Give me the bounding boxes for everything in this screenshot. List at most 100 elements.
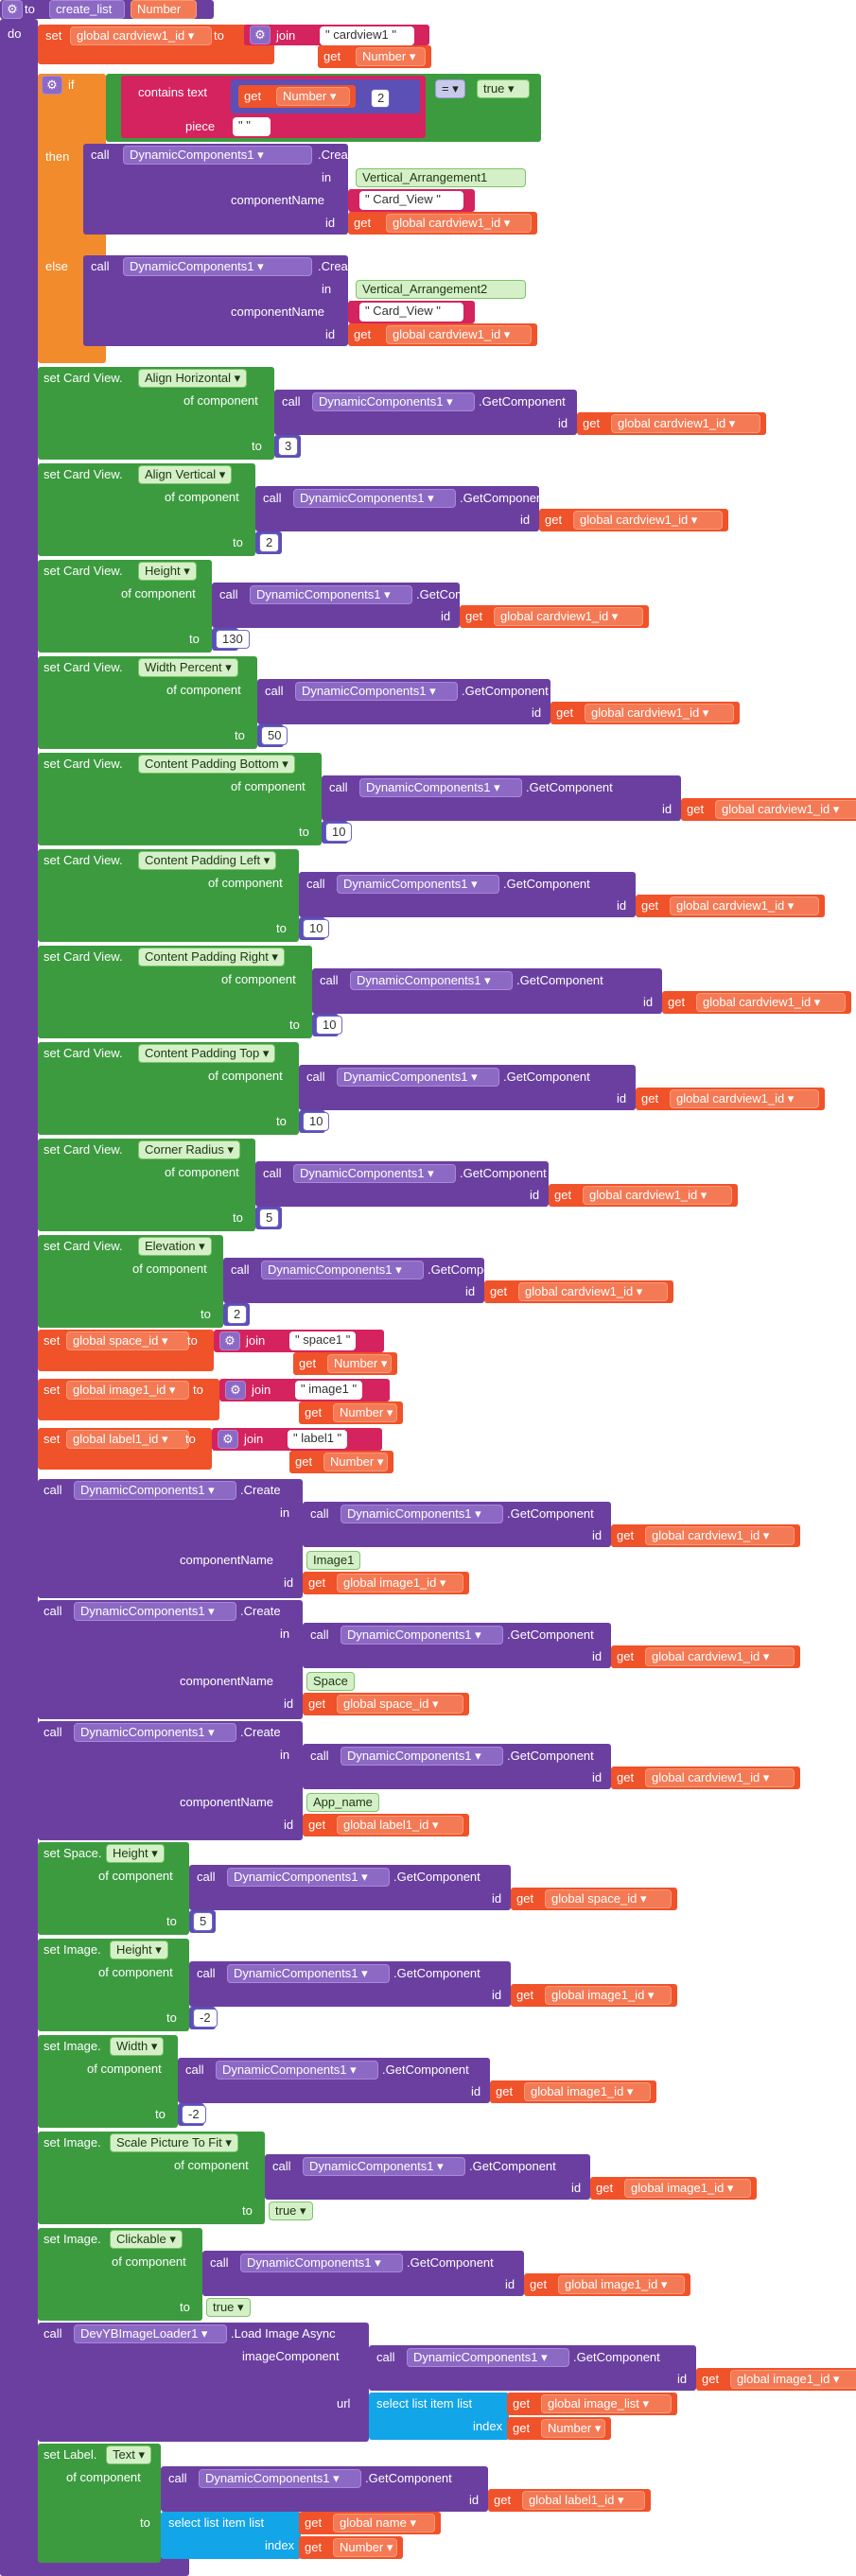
number-literal[interactable]: 2 — [371, 89, 390, 108]
variable-name-field[interactable]: global image1_id ▾ — [730, 2370, 856, 2389]
dropdown-arrow-icon[interactable]: ▾ — [383, 2540, 393, 2554]
dropdown-arrow-icon[interactable]: ▾ — [223, 1142, 234, 1157]
dropdown-arrow-icon[interactable]: ▾ — [688, 513, 698, 527]
dropdown-arrow-icon[interactable]: ▾ — [216, 467, 226, 481]
procedure-body[interactable] — [0, 19, 38, 2576]
dropdown-arrow-icon[interactable]: ▾ — [760, 1649, 770, 1663]
dropdown-arrow-icon[interactable]: ▾ — [158, 1432, 168, 1446]
variable-name-field[interactable]: Number ▾ — [541, 2419, 605, 2438]
variable-name-field[interactable]: global image1_id ▾ — [337, 1574, 463, 1593]
dropdown-arrow-icon[interactable]: ▾ — [537, 2350, 548, 2364]
dropdown-arrow-icon[interactable]: ▾ — [195, 1239, 205, 1253]
component-dropdown[interactable]: DynamicComponents1 ▾ — [240, 2254, 403, 2272]
property-dropdown[interactable]: Align Horizontal ▾ — [138, 369, 248, 388]
dropdown-arrow-icon[interactable]: ▾ — [428, 1818, 439, 1832]
dropdown-arrow-icon[interactable]: ▾ — [500, 216, 511, 230]
dropdown-arrow-icon[interactable]: ▾ — [358, 1870, 368, 1884]
dropdown-arrow-icon[interactable]: ▾ — [329, 2471, 340, 2485]
arrangement-component-block[interactable]: Vertical_Arrangement1 — [356, 168, 526, 187]
text-literal[interactable]: " space1 " — [289, 1332, 357, 1350]
dropdown-arrow-icon[interactable]: ▾ — [724, 2181, 734, 2195]
property-dropdown[interactable]: Content Padding Top ▾ — [138, 1044, 276, 1063]
number-literal[interactable]: 10 — [303, 919, 330, 938]
component-dropdown[interactable]: DynamicComponents1 ▾ — [293, 489, 456, 508]
component-dropdown[interactable]: DynamicComponents1 ▾ — [295, 682, 458, 701]
property-dropdown[interactable]: Clickable ▾ — [110, 2230, 183, 2249]
variable-name-field[interactable]: Number ▾ — [327, 1354, 392, 1373]
dropdown-arrow-icon[interactable]: ▾ — [608, 609, 619, 623]
dropdown-arrow-icon[interactable]: ▾ — [374, 1454, 384, 1469]
property-dropdown[interactable]: Content Padding Bottom ▾ — [138, 755, 295, 774]
dropdown-arrow-icon[interactable]: ▾ — [623, 2084, 634, 2098]
dropdown-arrow-icon[interactable]: ▾ — [346, 2063, 357, 2077]
dropdown-arrow-icon[interactable]: ▾ — [231, 371, 241, 385]
text-literal[interactable]: " label1 " — [288, 1430, 348, 1449]
number-literal[interactable]: -2 — [193, 2009, 218, 2028]
property-dropdown[interactable]: Content Padding Left ▾ — [138, 851, 277, 870]
select-list-item-block[interactable] — [161, 2512, 301, 2559]
dropdown-arrow-icon[interactable]: ▾ — [725, 416, 736, 430]
dropdown-arrow-icon[interactable]: ▾ — [158, 1333, 168, 1348]
variable-name-field[interactable]: global image1_id ▾ — [545, 1986, 672, 2005]
dropdown-arrow-icon[interactable]: ▾ — [406, 49, 416, 63]
number-literal[interactable]: 3 — [278, 437, 299, 456]
dropdown-arrow-icon[interactable]: ▾ — [383, 1405, 393, 1419]
component-dropdown[interactable]: DevYBImageLoader1 ▾ — [74, 2324, 227, 2343]
property-dropdown[interactable]: Align Vertical ▾ — [138, 465, 233, 484]
dropdown-arrow-icon[interactable]: ▾ — [358, 1966, 368, 1980]
variable-name-field[interactable]: global cardview1_id ▾ — [70, 26, 212, 45]
component-dropdown[interactable]: DynamicComponents1 ▾ — [350, 971, 513, 990]
dropdown-arrow-icon[interactable]: ▾ — [784, 898, 795, 913]
dropdown-arrow-icon[interactable]: ▾ — [204, 1725, 215, 1739]
dropdown-arrow-icon[interactable]: ▾ — [697, 1188, 708, 1202]
component-dropdown[interactable]: DynamicComponents1 ▾ — [337, 875, 499, 894]
property-dropdown[interactable]: Height ▾ — [106, 1844, 165, 1863]
procedure-name-field[interactable]: create_list — [49, 0, 125, 19]
dropdown-arrow-icon[interactable]: ▾ — [198, 2326, 208, 2341]
dropdown-arrow-icon[interactable]: ▾ — [371, 2255, 381, 2270]
dropdown-arrow-icon[interactable]: ▾ — [377, 1356, 388, 1370]
dropdown-arrow-icon[interactable]: ▾ — [467, 1070, 478, 1084]
dropdown-arrow-icon[interactable]: ▾ — [637, 1891, 647, 1906]
component-type-block[interactable]: Image1 — [306, 1551, 361, 1570]
dropdown-arrow-icon[interactable]: ▾ — [392, 1262, 402, 1277]
arrangement-component-block[interactable]: Vertical_Arrangement2 — [356, 280, 526, 299]
variable-name-field[interactable]: global cardview1_id ▾ — [670, 1089, 819, 1108]
dropdown-arrow-icon[interactable]: ▾ — [591, 2421, 602, 2435]
dropdown-arrow-icon[interactable]: ▾ — [166, 1383, 176, 1397]
dropdown-arrow-icon[interactable]: ▾ — [134, 2447, 145, 2462]
dropdown-arrow-icon[interactable]: ▾ — [657, 2277, 668, 2291]
variable-name-field[interactable]: global cardview1_id ▾ — [645, 1526, 795, 1545]
component-dropdown[interactable]: DynamicComponents1 ▾ — [123, 257, 312, 276]
dropdown-arrow-icon[interactable]: ▾ — [406, 2515, 416, 2530]
component-dropdown[interactable]: DynamicComponents1 ▾ — [407, 2348, 569, 2367]
variable-name-field[interactable]: Number ▾ — [356, 47, 426, 66]
variable-name-field[interactable]: Number ▾ — [323, 1453, 388, 1471]
dropdown-arrow-icon[interactable]: ▾ — [253, 259, 264, 273]
variable-name-field[interactable]: global label1_id ▾ — [337, 1816, 463, 1835]
dropdown-arrow-icon[interactable]: ▾ — [278, 757, 288, 771]
gear-icon[interactable]: ⚙ — [219, 1332, 240, 1350]
property-dropdown[interactable]: Elevation ▾ — [138, 1237, 212, 1256]
component-dropdown[interactable]: DynamicComponents1 ▾ — [74, 1481, 236, 1500]
variable-name-field[interactable]: global cardview1_id ▾ — [696, 993, 846, 1012]
dropdown-arrow-icon[interactable]: ▾ — [467, 877, 478, 891]
variable-name-field[interactable]: global cardview1_id ▾ — [585, 704, 734, 722]
dropdown-arrow-icon[interactable]: ▾ — [811, 995, 821, 1009]
variable-name-field[interactable]: global space_id ▾ — [545, 1889, 672, 1908]
dropdown-arrow-icon[interactable]: ▾ — [221, 2135, 232, 2150]
dropdown-arrow-icon[interactable]: ▾ — [148, 1846, 158, 1860]
dropdown-arrow-icon[interactable]: ▾ — [436, 1575, 446, 1590]
dropdown-arrow-icon[interactable]: ▾ — [204, 1604, 215, 1618]
dropdown-arrow-icon[interactable]: ▾ — [259, 1046, 270, 1060]
property-dropdown[interactable]: Scale Picture To Fit ▾ — [110, 2133, 238, 2152]
dropdown-arrow-icon[interactable]: ▾ — [644, 1988, 655, 2002]
variable-name-field[interactable]: Number ▾ — [333, 1403, 397, 1422]
dropdown-arrow-icon[interactable]: ▾ — [424, 1166, 434, 1180]
dropdown-arrow-icon[interactable]: ▾ — [204, 1483, 215, 1497]
variable-name-field[interactable]: global image1_id ▾ — [524, 2082, 651, 2101]
dropdown-arrow-icon[interactable]: ▾ — [638, 2396, 649, 2411]
dropdown-arrow-icon[interactable]: ▾ — [633, 1284, 643, 1298]
procedure-param-field[interactable]: Number — [131, 0, 197, 19]
